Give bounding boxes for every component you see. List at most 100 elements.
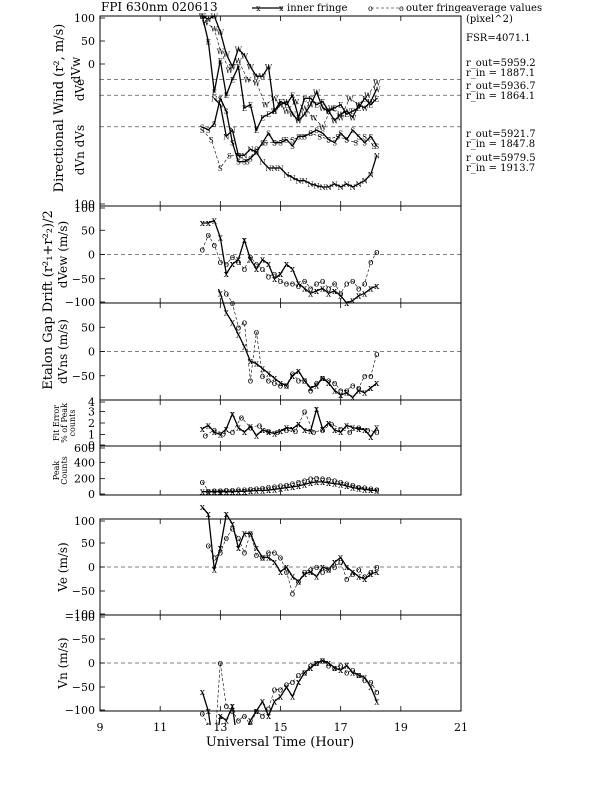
point-fiterr-1-3: o xyxy=(230,428,235,438)
point-dvew-1-23: o xyxy=(338,289,343,299)
point-peak-1-2: o xyxy=(212,487,217,497)
series-line-directional-2 xyxy=(201,15,378,132)
x-tick-label-6: 21 xyxy=(454,721,468,734)
point-dvns-1-15: o xyxy=(296,377,301,387)
point-vn-0-13: x xyxy=(278,693,283,703)
point-directional-4-1: S xyxy=(209,137,214,145)
point-dvns-1-28: o xyxy=(374,350,379,360)
point-vn-1-7: o xyxy=(242,712,247,722)
point-dvew-0-26: x xyxy=(356,292,361,302)
point-directional-5-13: N xyxy=(289,175,295,183)
point-directional-2-18: E xyxy=(308,95,313,103)
point-ve-1-23: o xyxy=(344,575,349,585)
point-dvns-1-19: o xyxy=(320,374,325,384)
point-directional-3-7: S xyxy=(242,159,247,167)
y-tick-label-dvew-1: 50 xyxy=(81,224,95,237)
point-directional-0-9: W xyxy=(253,73,261,81)
point-directional-2-23: E xyxy=(338,102,343,110)
point-directional-0-13: W xyxy=(277,102,285,110)
point-ve-1-20: o xyxy=(326,565,331,575)
point-peak-1-24: o xyxy=(344,480,349,490)
series-line-vn-0 xyxy=(201,659,378,725)
point-vn-0-4: x xyxy=(224,717,229,727)
point-directional-2-6: E xyxy=(236,64,241,72)
point-dvew-1-4: o xyxy=(224,260,229,270)
y-label-fiterr-1: % of Peak xyxy=(60,403,69,443)
point-directional-0-15: W xyxy=(289,111,297,119)
point-ve-1-27: o xyxy=(368,568,373,578)
point-directional-4-13: S xyxy=(317,133,322,141)
x-axis-label: Universal Time (Hour) xyxy=(206,735,354,750)
point-vn-1-25: o xyxy=(350,666,355,676)
point-ve-1-28: o xyxy=(374,563,379,573)
point-dvew-0-28: x xyxy=(368,284,373,294)
point-vn-1-1: o xyxy=(206,721,211,731)
point-directional-4-2: S xyxy=(218,165,223,173)
point-vn-1-16: o xyxy=(296,671,301,681)
y-tick-label-ve-2: 0 xyxy=(88,561,95,574)
point-peak-1-19: o xyxy=(314,474,319,484)
point-fiterr-0-23: x xyxy=(338,428,343,438)
point-directional-3-14: S xyxy=(284,137,289,145)
point-directional-4-4: S xyxy=(236,152,241,160)
legend-inner-marker-2: x xyxy=(279,4,284,13)
point-fiterr-1-4: o xyxy=(239,413,244,423)
point-dvew-1-20: o xyxy=(320,277,325,287)
point-fiterr-0-29: x xyxy=(374,424,379,434)
point-fiterr-1-11: o xyxy=(302,408,307,418)
point-peak-0-3: x xyxy=(218,488,223,498)
point-peak-0-18: x xyxy=(308,479,313,489)
legend-outer-label: outer fringe xyxy=(406,3,467,14)
point-directional-1-15: W xyxy=(337,114,345,122)
point-dvew-0-8: x xyxy=(248,255,253,265)
point-peak-1-14: o xyxy=(284,481,289,491)
legend-avg-line1: average values xyxy=(466,3,542,14)
point-vn-0-0: x xyxy=(200,688,205,698)
point-dvns-1-25: o xyxy=(356,384,361,394)
point-dvns-1-23: o xyxy=(344,386,349,396)
point-fiterr-0-17: x xyxy=(302,426,307,436)
point-dvns-0-2: x xyxy=(212,276,217,286)
point-directional-5-23: N xyxy=(350,184,356,192)
point-ve-1-3: o xyxy=(224,534,229,544)
point-fiterr-0-4: x xyxy=(224,425,229,435)
point-ve-0-2: x xyxy=(212,565,217,575)
point-directional-5-1: N xyxy=(217,102,223,110)
point-ve-1-2: o xyxy=(218,549,223,559)
point-peak-0-20: x xyxy=(320,478,325,488)
point-vn-0-22: x xyxy=(332,664,337,674)
point-dvns-1-9: o xyxy=(260,372,265,382)
ve-rin: r_in = 1887.1 xyxy=(466,68,535,79)
point-directional-2-16: E xyxy=(296,114,301,122)
point-dvew-1-29: o xyxy=(374,248,379,258)
point-dvns-1-2: o xyxy=(218,280,223,290)
point-ve-1-9: o xyxy=(260,553,265,563)
point-directional-3-5: S xyxy=(230,140,235,148)
point-directional-4-8: S xyxy=(272,140,277,148)
point-dvns-0-4: x xyxy=(224,309,229,319)
y-label-fiterr-0: Fit Error xyxy=(52,405,61,441)
point-vn-1-18: o xyxy=(308,661,313,671)
point-dvew-0-1: x xyxy=(206,219,211,229)
point-directional-0-10: W xyxy=(259,73,267,81)
point-directional-0-12: W xyxy=(271,108,279,116)
point-directional-1-3: W xyxy=(226,67,234,75)
point-dvew-1-26: o xyxy=(356,284,361,294)
point-ve-1-18: o xyxy=(314,563,319,573)
point-dvew-0-27: x xyxy=(362,289,367,299)
point-peak-1-20: o xyxy=(320,474,325,484)
point-ve-1-1: o xyxy=(212,553,217,563)
point-directional-1-16: W xyxy=(346,95,354,103)
series-line-fiterr-0 xyxy=(201,406,378,438)
series-line-fiterr-1 xyxy=(205,410,377,436)
series-line-vn-1 xyxy=(202,660,378,725)
series-line-dvns-1 xyxy=(223,289,378,391)
point-dvew-0-0: x xyxy=(200,219,205,229)
point-peak-0-8: x xyxy=(248,487,253,497)
y-tick-label-fiterr-1: 3 xyxy=(88,406,95,419)
legend-outer-marker: o xyxy=(368,4,373,13)
point-ve-1-4: o xyxy=(230,525,235,535)
point-dvew-0-16: x xyxy=(296,280,301,290)
point-ve-1-16: o xyxy=(302,568,307,578)
